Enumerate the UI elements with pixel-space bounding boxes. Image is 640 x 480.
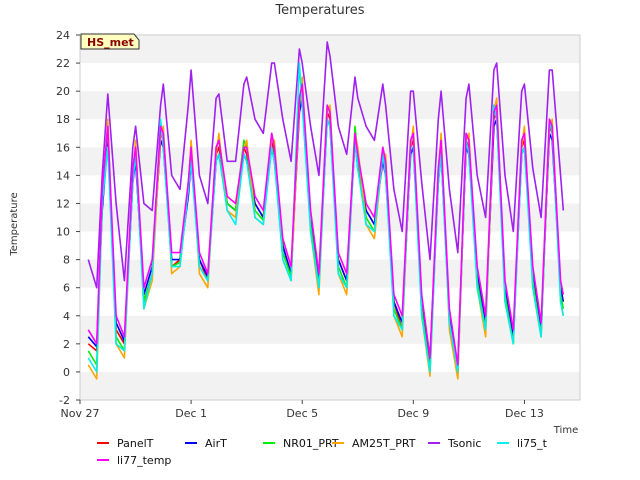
y-tick-label: 14	[56, 169, 70, 182]
y-tick-label: 18	[56, 113, 70, 126]
x-tick-label: Dec 1	[175, 407, 207, 420]
y-tick-label: 0	[63, 366, 70, 379]
legend-label: NR01_PRT	[283, 437, 339, 450]
y-tick-label: 10	[56, 226, 70, 239]
series-line-li77-temp	[87, 83, 565, 366]
chart-title: Temperatures	[274, 3, 364, 18]
legend: PanelT AirT NR01_PRT AM25T_PRT Tsonic li75_tl…	[97, 437, 548, 467]
y-axis-label: Temperature	[9, 192, 20, 256]
grid-band	[80, 315, 580, 344]
site-tag-box	[80, 33, 140, 50]
series-lines	[87, 41, 565, 380]
y-tick-label: 6	[63, 282, 70, 295]
x-tick-label: Nov 27	[61, 407, 100, 420]
site-tag: HS_met	[80, 33, 140, 50]
legend-label: AM25T_PRT	[352, 437, 416, 450]
y-tick-label: -2	[59, 394, 70, 407]
y-tick-label: 24	[56, 29, 70, 42]
x-axis-label: Time	[553, 425, 578, 436]
y-tick-label: 20	[56, 85, 70, 98]
legend-label: li77_temp	[117, 454, 171, 467]
y-tick-label: 16	[56, 141, 70, 154]
legend-label: PanelT	[117, 437, 154, 450]
y-tick-label: 22	[56, 57, 70, 70]
grid-band	[80, 371, 580, 400]
x-tick-label: Dec 13	[505, 407, 544, 420]
x-axis-ticks: Nov 27 Dec 1 Dec 5 Dec 9 Dec 13	[61, 400, 544, 420]
y-tick-label: 8	[63, 254, 70, 267]
plot-area-border	[79, 34, 581, 401]
y-tick-label: 4	[63, 310, 70, 323]
legend-label: AirT	[205, 437, 227, 450]
legend-label: li75_t	[517, 437, 548, 450]
y-tick-label: 2	[63, 338, 70, 351]
grid-band	[80, 203, 580, 232]
grid-band	[80, 259, 580, 288]
site-tag-label: HS_met	[87, 36, 134, 49]
series-line-tsonic	[87, 41, 565, 289]
x-tick-label: Dec 5	[286, 407, 318, 420]
x-tick-label: Dec 9	[397, 407, 429, 420]
legend-label: Tsonic	[447, 437, 481, 450]
y-tick-label: 12	[56, 197, 70, 210]
